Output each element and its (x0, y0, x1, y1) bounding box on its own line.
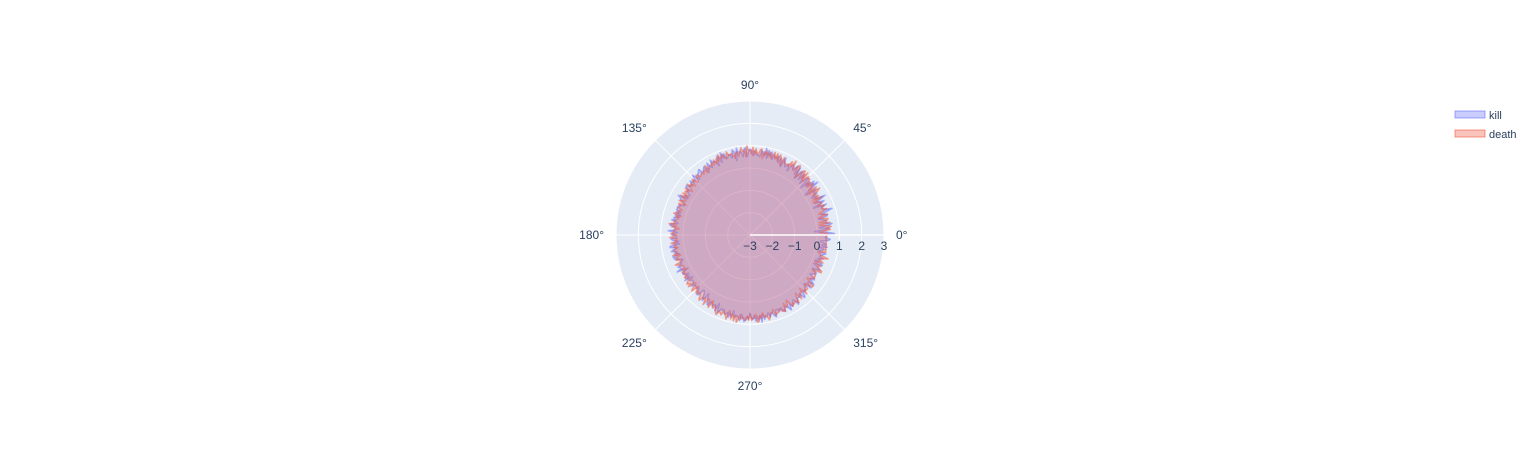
series-area-death (668, 145, 833, 324)
legend-swatch (1454, 129, 1486, 138)
angular-tick-label: 90° (741, 78, 759, 92)
radial-tick-label: 2 (858, 239, 865, 253)
angular-grid-line (749, 234, 846, 331)
legend-item-kill: kill (1454, 110, 1502, 122)
radial-tick-label: −1 (788, 239, 802, 253)
angular-tick-label: 270° (738, 379, 763, 393)
angular-tick-label: 225° (622, 336, 647, 350)
angular-grid-line (654, 139, 751, 236)
polar-series-layer (667, 145, 884, 324)
legend-item-death: death (1454, 129, 1517, 141)
angular-tick-label: 135° (622, 121, 647, 135)
legend-label: death (1489, 129, 1517, 141)
angular-tick-label: 315° (853, 336, 878, 350)
radial-tick-label: 1 (836, 239, 843, 253)
angular-grid-line (654, 234, 751, 331)
angular-tick-label: 45° (853, 121, 871, 135)
radial-tick-label: −3 (743, 239, 757, 253)
radial-tick-labels: −3 −2 −1 0 1 2 3 (743, 239, 888, 253)
legend: kill death (1454, 110, 1517, 141)
angular-grid-line (749, 139, 846, 236)
angular-tick-label: 0° (896, 228, 908, 242)
angular-tick-label: 180° (579, 228, 604, 242)
legend-swatch (1454, 110, 1486, 119)
angular-tick-labels: 0° 45° 90° 135° 180° 225° 270° 315° (579, 78, 908, 393)
legend-label: kill (1489, 110, 1502, 122)
radial-tick-label: 0 (814, 239, 821, 253)
radial-tick-label: 3 (881, 239, 888, 253)
radial-tick-label: −2 (765, 239, 779, 253)
